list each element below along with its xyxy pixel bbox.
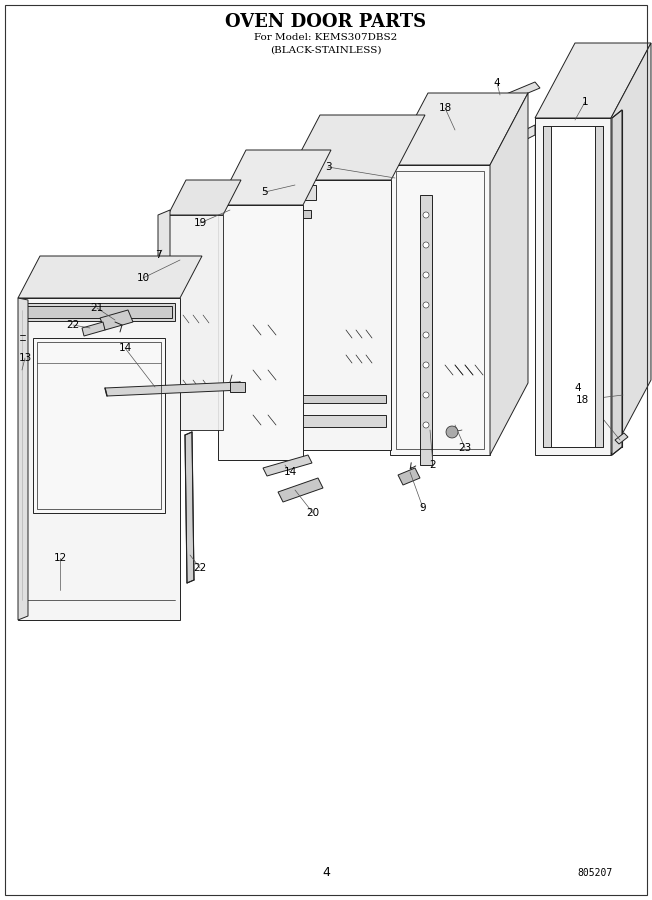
Bar [291, 395, 386, 403]
Text: 14: 14 [119, 343, 132, 353]
Polygon shape [487, 82, 540, 108]
Text: 4: 4 [574, 383, 582, 393]
Bar [291, 230, 299, 248]
Text: OVEN DOOR PARTS: OVEN DOOR PARTS [226, 13, 426, 31]
Text: (BLACK-STAINLESS): (BLACK-STAINLESS) [270, 46, 382, 55]
Text: 3: 3 [325, 162, 331, 172]
Text: 18: 18 [438, 103, 452, 113]
Text: For Model: KEMS307DBS2: For Model: KEMS307DBS2 [254, 33, 398, 42]
Polygon shape [595, 126, 603, 447]
Text: 7: 7 [155, 250, 161, 260]
Circle shape [423, 422, 429, 428]
Polygon shape [168, 215, 223, 430]
Bar [291, 335, 299, 353]
Polygon shape [535, 118, 611, 455]
Text: 23: 23 [458, 443, 471, 453]
Circle shape [423, 302, 429, 308]
Text: 22: 22 [67, 320, 80, 330]
Circle shape [446, 426, 458, 438]
Text: 22: 22 [194, 563, 207, 573]
Circle shape [423, 392, 429, 398]
Polygon shape [543, 126, 551, 447]
Polygon shape [286, 115, 425, 180]
Text: 20: 20 [306, 508, 319, 518]
Polygon shape [263, 455, 312, 476]
Polygon shape [18, 256, 202, 298]
Bar [23, 303, 175, 321]
Text: 5: 5 [261, 187, 269, 197]
Text: 1: 1 [582, 97, 588, 107]
Polygon shape [168, 180, 241, 215]
Text: 4: 4 [322, 867, 330, 879]
Circle shape [423, 212, 429, 218]
Bar [291, 185, 316, 200]
Bar [26, 306, 172, 318]
Bar [230, 382, 245, 392]
Polygon shape [100, 310, 133, 330]
Text: 4: 4 [494, 78, 500, 88]
Polygon shape [615, 433, 628, 444]
Circle shape [423, 272, 429, 278]
Polygon shape [218, 150, 331, 205]
Polygon shape [18, 298, 180, 620]
Polygon shape [18, 298, 28, 620]
Polygon shape [430, 125, 535, 188]
Bar [291, 415, 386, 427]
Polygon shape [490, 93, 528, 455]
Polygon shape [390, 93, 528, 165]
Circle shape [423, 242, 429, 248]
Polygon shape [543, 126, 603, 447]
Polygon shape [286, 180, 391, 450]
Polygon shape [82, 322, 105, 336]
Polygon shape [218, 205, 303, 460]
Polygon shape [278, 478, 323, 502]
Text: 18: 18 [575, 395, 589, 405]
Text: 14: 14 [284, 467, 297, 477]
Polygon shape [535, 43, 651, 118]
Text: 805207: 805207 [578, 868, 613, 878]
Circle shape [423, 362, 429, 368]
Polygon shape [612, 110, 622, 455]
Text: 2: 2 [430, 460, 436, 470]
Polygon shape [390, 165, 490, 455]
Polygon shape [398, 468, 420, 485]
Text: 10: 10 [136, 273, 149, 283]
Text: 12: 12 [53, 553, 67, 563]
Polygon shape [105, 382, 242, 396]
Bar [291, 300, 299, 318]
Polygon shape [33, 338, 165, 513]
Text: 19: 19 [194, 218, 207, 228]
Text: 9: 9 [420, 503, 426, 513]
Polygon shape [185, 432, 194, 583]
Text: 21: 21 [91, 303, 104, 313]
Polygon shape [420, 195, 432, 465]
Text: 13: 13 [18, 353, 32, 363]
Bar [291, 265, 299, 283]
Circle shape [423, 332, 429, 338]
Bar [291, 210, 311, 218]
Polygon shape [611, 43, 651, 455]
Polygon shape [158, 210, 170, 433]
